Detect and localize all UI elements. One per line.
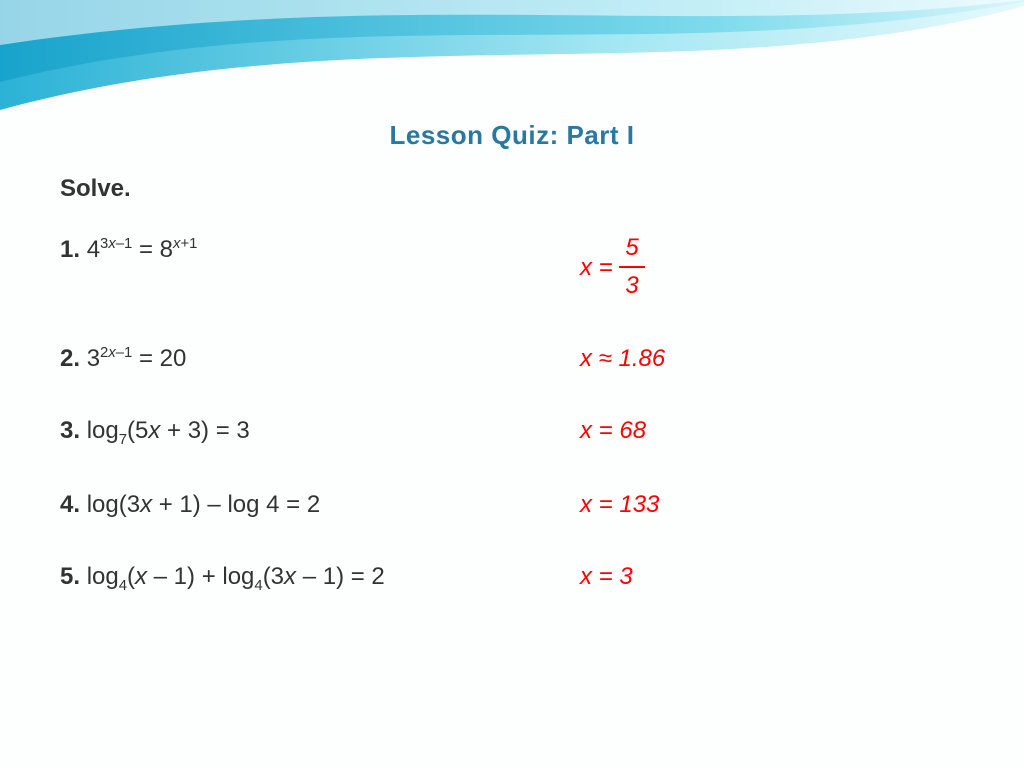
q1-exponent-1: 3x–1 (100, 236, 132, 252)
answer-1-numerator: 5 (619, 231, 644, 265)
answer-1-denominator: 3 (619, 269, 644, 303)
q1-equals: = (139, 236, 160, 263)
q2-exponent: 2x–1 (100, 345, 132, 361)
q1-base-1: 4 (87, 236, 100, 263)
q1-base-2: 8 (160, 236, 173, 263)
q4-text: log(3x + 1) – log 4 = 2 (87, 491, 321, 518)
question-4-number: 4. (60, 491, 80, 518)
instruction-text: Solve. (60, 175, 964, 203)
q2-base: 3 (87, 345, 100, 372)
question-2: 2. 32x–1 = 20 (60, 342, 580, 376)
answer-5: x = 3 (580, 560, 964, 594)
question-4-row: 4. log(3x + 1) – log 4 = 2 x = 133 (60, 488, 964, 522)
q1-exponent-2: x+1 (173, 236, 197, 252)
question-2-row: 2. 32x–1 = 20 x ≈ 1.86 (60, 342, 964, 376)
questions-list: 1. 43x–1 = 8x+1 x = 5 3 2. 32x– (60, 233, 964, 597)
q3-arg: (5x + 3) = 3 (127, 417, 250, 444)
question-5: 5. log4(x – 1) + log4(3x – 1) = 2 (60, 560, 580, 597)
answer-1-fraction: 5 3 (619, 231, 644, 302)
answer-2: x ≈ 1.86 (580, 342, 964, 376)
q5-log-2: log (222, 563, 254, 590)
answer-4: x = 133 (580, 488, 964, 522)
q3-log: log (87, 417, 119, 444)
answer-3: x = 68 (580, 414, 964, 448)
q2-equals: = (139, 345, 160, 372)
q2-rhs: 20 (160, 345, 187, 372)
question-4: 4. log(3x + 1) – log 4 = 2 (60, 488, 580, 522)
answer-1-lhs: x = (580, 254, 619, 281)
question-1-number: 1. (60, 236, 80, 263)
question-1-row: 1. 43x–1 = 8x+1 x = 5 3 (60, 233, 964, 304)
answer-1: x = 5 3 (580, 233, 964, 304)
question-3-number: 3. (60, 417, 80, 444)
question-5-number: 5. (60, 563, 80, 590)
q5-arg-2: (3x – 1) = 2 (263, 563, 385, 590)
q3-log-base: 7 (119, 432, 127, 448)
slide-title: Lesson Quiz: Part I (60, 120, 964, 151)
q5-arg-1: (x – 1) + (127, 563, 222, 590)
question-1: 1. 43x–1 = 8x+1 (60, 233, 580, 267)
q5-log-base-1: 4 (119, 578, 127, 594)
q5-log-base-2: 4 (254, 578, 262, 594)
fraction-bar (619, 266, 644, 268)
question-3: 3. log7(5x + 3) = 3 (60, 414, 580, 451)
q5-log-1: log (87, 563, 119, 590)
question-2-number: 2. (60, 345, 80, 372)
question-3-row: 3. log7(5x + 3) = 3 x = 68 (60, 414, 964, 451)
question-5-row: 5. log4(x – 1) + log4(3x – 1) = 2 x = 3 (60, 560, 964, 597)
